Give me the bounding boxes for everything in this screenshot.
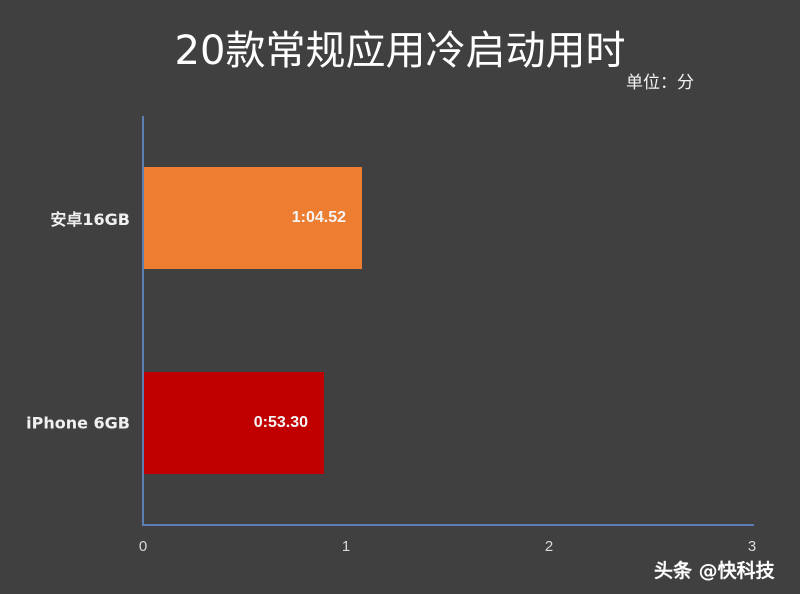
x-tick-1: 1 — [341, 538, 351, 555]
watermark: 头条 @快科技 — [654, 560, 775, 582]
bar-iphone: 0:53.30 — [144, 372, 324, 474]
category-label-iphone: iPhone 6GB — [26, 413, 130, 433]
bar-android: 1:04.52 — [144, 167, 362, 269]
x-tick-2: 2 — [544, 538, 554, 555]
y-axis-line — [142, 116, 144, 526]
x-tick-3: 3 — [747, 538, 757, 555]
bar-value-label: 0:53.30 — [253, 414, 308, 431]
bar-value-label: 1:04.52 — [291, 209, 346, 226]
unit-label: 单位：分 — [626, 73, 694, 93]
x-axis-line — [142, 524, 754, 526]
category-label-android: 安卓16GB — [50, 210, 130, 229]
chart-title: 20款常规应用冷启动用时 — [174, 28, 626, 74]
x-tick-0: 0 — [138, 538, 148, 555]
